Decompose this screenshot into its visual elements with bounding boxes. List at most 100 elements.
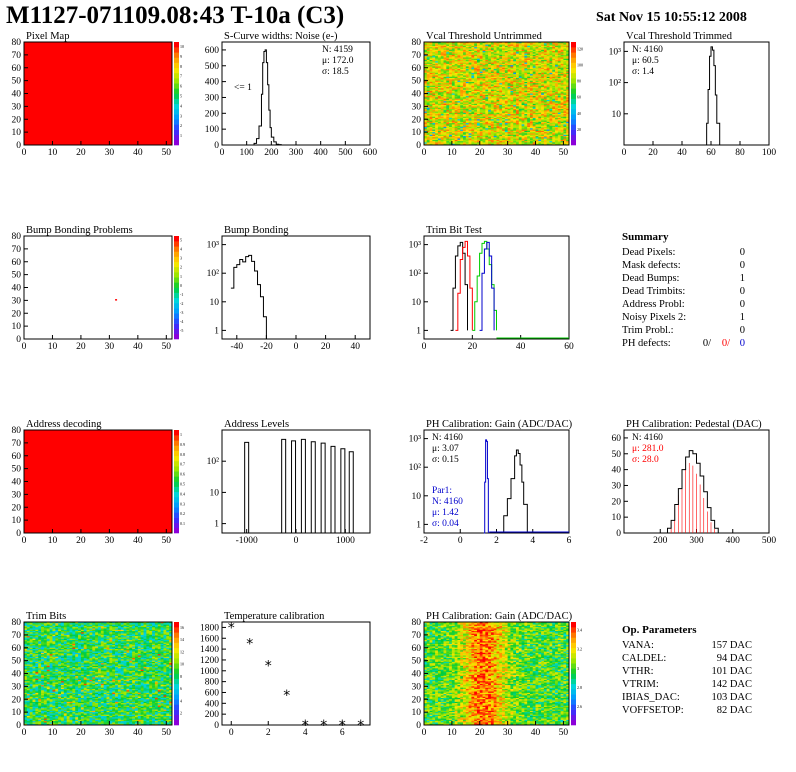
heatmap-cell — [521, 89, 525, 92]
heatmap-cell — [504, 51, 508, 53]
heatmap-cell — [493, 138, 497, 141]
heatmap-cell — [424, 110, 428, 112]
heatmap-cell — [482, 81, 486, 84]
heatmap-cell — [476, 87, 481, 89]
summary-value: 1 — [740, 273, 745, 284]
heatmap-cell — [424, 141, 428, 143]
colorbar-segment — [174, 261, 179, 268]
heatmap-cell — [499, 111, 503, 114]
heatmap-cell — [557, 133, 561, 135]
heatmap-cell — [541, 80, 545, 83]
heatmap-cell — [524, 129, 528, 132]
heatmap-cell — [532, 126, 536, 129]
heatmap-cell — [546, 135, 550, 138]
heatmap-cell — [524, 44, 528, 47]
heatmap-cell — [532, 111, 536, 114]
heatmap-cell — [543, 120, 547, 123]
heatmap-cell — [490, 120, 495, 123]
heatmap-cell — [476, 129, 481, 132]
heatmap-cell — [446, 114, 450, 116]
heatmap-cell — [563, 129, 567, 132]
heatmap-cell — [538, 88, 542, 90]
heatmap-cell — [460, 72, 464, 75]
heatmap-cell — [563, 58, 567, 61]
heatmap-cell — [432, 74, 436, 76]
heatmap-cell — [460, 129, 464, 132]
heatmap-cell — [552, 49, 556, 52]
heatmap-cell — [460, 125, 464, 128]
heatmap-cell — [552, 57, 556, 60]
heatmap-cell — [499, 137, 503, 139]
heatmap-cell — [529, 120, 534, 123]
heatmap-cell — [557, 112, 561, 115]
heatmap-cell — [451, 116, 455, 119]
heatmap-cell — [560, 110, 564, 112]
y-tick-label: 20 — [612, 497, 622, 507]
heatmap-cell — [482, 71, 486, 74]
heatmap-cell — [563, 48, 567, 51]
heatmap-cell — [440, 134, 444, 137]
x-tick-label: 40 — [133, 148, 143, 158]
heatmap-cell — [449, 48, 453, 51]
heatmap-cell — [510, 54, 514, 57]
heatmap-cell — [543, 101, 547, 103]
heatmap-cell — [432, 110, 436, 112]
page-title: M1127-071109.08:43 T-10a (C3) — [6, 2, 345, 29]
heatmap-cell — [527, 62, 531, 65]
heatmap-cell — [549, 52, 553, 54]
heatmap-cell — [454, 110, 458, 112]
heatmap-cell — [502, 44, 506, 47]
heatmap-cell — [496, 116, 500, 119]
heatmap-cell — [440, 112, 444, 115]
heatmap-cell — [513, 51, 517, 53]
heatmap-cell — [451, 110, 455, 112]
heatmap-cell — [563, 121, 567, 124]
heatmap-cell — [479, 67, 483, 70]
heatmap-cell — [513, 43, 517, 45]
heatmap-cell — [510, 141, 514, 143]
heatmap-cell — [429, 130, 433, 133]
heatmap-cell — [424, 71, 428, 74]
heatmap-cell — [535, 65, 539, 67]
heatmap-cell — [451, 62, 455, 65]
heatmap-cell — [426, 79, 430, 81]
heatmap-cell — [437, 129, 442, 132]
heatmap-cell — [424, 106, 428, 108]
heatmap-cell — [541, 78, 545, 80]
x-tick-label: 0 — [22, 342, 27, 352]
heatmap-cell — [443, 51, 447, 53]
heatmap-cell — [521, 81, 525, 84]
heatmap-cell — [563, 99, 567, 102]
heatmap-cell — [529, 126, 534, 129]
heatmap-cell — [435, 121, 439, 124]
heatmap-cell — [426, 81, 430, 84]
heatmap-cell — [524, 97, 528, 99]
heatmap-cell — [541, 99, 545, 102]
heatmap-cell — [446, 75, 450, 78]
heatmap-cell — [516, 126, 520, 129]
y-tick-label: 70 — [12, 245, 22, 255]
heatmap-cell — [490, 69, 495, 71]
heatmap-cell — [504, 71, 508, 74]
op-param-value: 101 DAC — [711, 666, 752, 677]
heatmap-cell — [485, 48, 489, 51]
heatmap-cell — [429, 43, 433, 45]
heatmap-cell — [463, 117, 467, 120]
colorbar-label: 2 — [180, 265, 182, 270]
heatmap-cell — [535, 117, 539, 120]
heatmap-cell — [507, 117, 511, 120]
heatmap-cell — [552, 138, 556, 141]
heatmap-cell — [502, 70, 506, 72]
heatmap-cell — [538, 51, 542, 53]
heatmap-cell — [552, 130, 556, 133]
heatmap-cell — [532, 121, 536, 124]
heatmap-cell — [429, 78, 433, 80]
heatmap-cell — [543, 62, 547, 65]
heatmap-cell — [479, 58, 483, 61]
heatmap-cell — [457, 89, 461, 92]
heatmap-cell — [543, 138, 547, 141]
heatmap-cell — [499, 63, 503, 66]
heatmap-cell — [549, 120, 553, 123]
heatmap-cell — [443, 71, 447, 74]
heatmap-cell — [440, 132, 444, 134]
